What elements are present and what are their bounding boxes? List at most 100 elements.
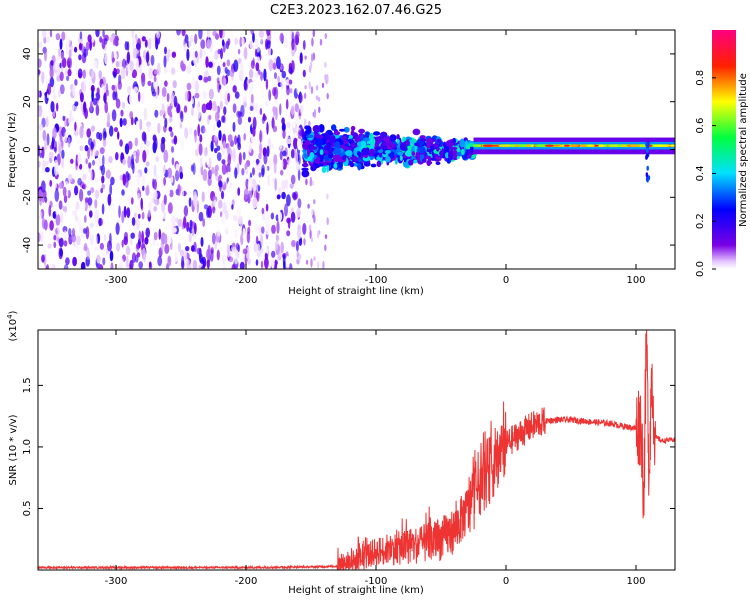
spectrogram-blob [95,157,100,167]
spectrogram-blob [222,140,226,149]
spectrogram-x-ticks: -300 -200 -100 0 100 [105,30,646,286]
spectrogram-blob [90,149,94,157]
spectrogram-blob [198,211,204,222]
spectrogram-blob [120,66,126,79]
spectrogram-blob [284,203,288,217]
spectrogram-blob [297,137,302,151]
spectrogram-blob [461,148,465,156]
spectrogram-blob [218,199,223,209]
colorbar: 0.0 0.2 0.4 0.6 0.8 Normalized spectral ampl… [695,30,749,277]
spectrogram-blob [67,68,72,77]
spectrogram-blob [295,162,301,172]
spectrogram-blob [303,238,306,246]
spectrogram-blob [274,259,278,269]
spectrogram-blob [74,79,78,86]
spectrogram-blob [145,148,150,156]
spectrogram-blob [280,241,285,254]
spectrogram-blob [215,111,220,123]
spectrogram-blob [151,91,157,97]
spectrogram-blob [278,187,282,195]
y-tick-label: 0 [22,146,33,152]
spectrogram-blob [326,193,329,200]
spectrogram-blob [94,177,99,183]
spectrogram-blob [439,150,444,157]
spectrogram-blob [49,113,52,124]
spectrogram-blob [139,118,143,131]
spectrogram-blob [270,212,275,220]
spectrogram-blob [198,30,203,40]
spectrogram-blob [221,159,226,165]
spectrogram-blob [44,50,47,62]
spectrogram-blob [184,90,189,102]
spectrogram-blob [199,134,203,143]
spectrogram-blob [357,162,362,171]
spectrogram-blob [349,140,354,144]
spectrogram-blob [167,221,171,228]
spectrogram-blob [64,131,68,142]
spectrogram-blob [236,137,240,144]
spectrogram-blob [181,189,184,197]
spectrogram-blob [249,81,254,93]
spectrogram-blob [206,258,210,269]
spectrogram-blob [321,82,325,88]
spectrogram-blob [303,118,307,129]
spectrogram-blob [172,80,177,89]
spectrogram-blob [264,257,269,269]
spectrogram-blob [173,135,178,145]
spectrogram-blob [164,117,168,128]
spectrogram-blob [129,92,134,106]
spectrogram-blob [389,134,397,142]
figure-title: C2E3.2023.162.07.46.G25 [270,3,442,18]
spectrogram-blob [144,236,149,245]
spectrogram-blob [357,137,361,142]
spectrogram-blob [223,195,227,201]
spectrogram-blob [104,153,110,165]
spectrogram-blob [218,180,223,188]
spectrogram-blob [82,183,87,190]
spectrogram-blob [65,257,70,266]
spectrogram-blob [82,173,87,181]
spectrogram-blob [61,57,67,68]
spectrogram-blob [223,223,228,232]
spectrogram-blob [140,92,145,105]
spectrogram-blob [190,35,193,43]
spectrogram-blob [282,254,286,268]
spectrogram-blob [167,106,172,116]
spectrogram-blob [290,148,295,159]
spectrogram-blob [171,67,176,75]
snr-x-ticks: -300 -200 -100 0 100 [105,330,646,587]
y-tick-label: -20 [22,189,33,205]
spectrogram-blob [38,261,41,269]
spectrogram-blob [83,48,89,57]
spectrogram-blob [138,213,141,219]
spectrogram-blob [157,122,161,134]
spectrogram-blob [399,142,407,151]
spectrogram-blob [290,105,295,116]
spectrogram-blob [309,61,313,69]
spectrogram-blob [110,202,115,211]
spectrogram-blob [210,140,214,152]
spectrogram-blob [136,205,140,212]
spectrogram-blob [89,233,95,246]
spectrogram-blob [154,198,160,206]
spectrogram-blob [48,151,54,159]
spectrogram-blob [236,207,241,218]
spectrogram-blob [332,154,341,163]
spectrogram-blob [152,43,156,54]
spectrogram-blob [62,186,67,197]
spectrogram-blob [154,109,159,118]
spectrogram-blob [111,84,116,91]
spectrogram-blob [163,164,166,175]
spectrogram-blob [121,210,125,224]
spectrogram-blob [154,69,159,75]
spectrogram-blob [202,90,207,99]
spectrogram-blob [413,159,418,164]
spectrogram-blob [181,30,186,37]
spectrogram-blob [132,47,137,60]
spectrogram-blob [265,224,270,236]
spectrogram-blob [255,62,260,72]
spectrogram-blob [199,258,204,264]
spectrogram-blob [96,87,100,95]
snr-y-ticks: 0.5 1.0 1.5 [22,377,675,516]
